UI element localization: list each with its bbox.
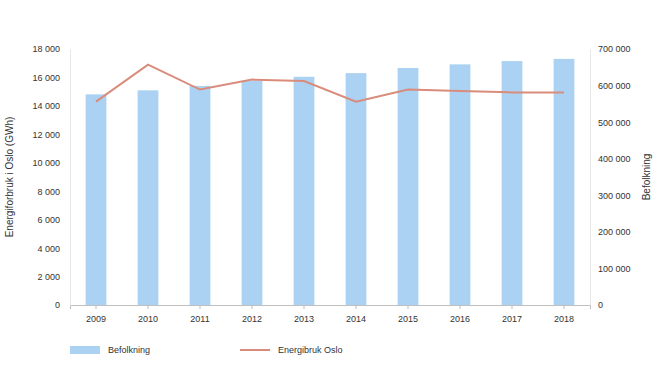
bar <box>242 81 263 305</box>
tick-label: 10 000 <box>32 158 60 168</box>
tick-label: 2011 <box>190 314 209 324</box>
tick-label: 400 000 <box>598 154 631 164</box>
tick: 10 000 <box>32 158 70 168</box>
axis-title: Energiforbruk i Oslo (GWh) <box>4 117 15 238</box>
tick-label: 0 <box>598 300 603 310</box>
tick: 6 000 <box>37 215 70 225</box>
tick-label: 2018 <box>554 314 574 324</box>
tick-label: 600 000 <box>598 81 631 91</box>
tick: 16 000 <box>32 73 70 83</box>
tick: 2018 <box>554 305 574 324</box>
tick-mark <box>564 305 565 309</box>
tick-label: 2010 <box>138 314 158 324</box>
tick-label: 2 000 <box>37 272 60 282</box>
bar <box>138 90 159 305</box>
tick: 2014 <box>346 305 366 324</box>
tick: 300 000 <box>590 191 631 201</box>
bar <box>294 77 315 305</box>
tick: 2012 <box>242 305 262 324</box>
tick-mark <box>200 305 201 309</box>
tick: 14 000 <box>32 101 70 111</box>
legend-swatch <box>70 346 100 354</box>
tick-label: 700 000 <box>598 44 631 54</box>
tick: 2010 <box>138 305 158 324</box>
tick-mark <box>252 305 253 309</box>
legend-swatch <box>240 349 270 351</box>
tick-mark <box>512 305 513 309</box>
tick-label: 16 000 <box>32 73 60 83</box>
tick: 2013 <box>294 305 314 324</box>
axis-title: Befolkning <box>641 154 652 201</box>
tick-label: 4 000 <box>37 243 60 253</box>
tick-label: 2017 <box>502 314 522 324</box>
bar <box>554 59 575 305</box>
plot: 2009 2010 2011 2012 2013 2014 2015 2016 2017 2018… <box>32 44 630 324</box>
tick-label: 0 <box>55 300 60 310</box>
y-axis: 0 2 000 4 000 6 000 8 000 10 000 12 000 14 000 1… <box>32 44 70 310</box>
tick: 0 <box>590 300 603 310</box>
tick-label: 200 000 <box>598 227 631 237</box>
tick: 18 000 <box>32 44 70 54</box>
axis-line <box>70 50 71 306</box>
bar <box>450 64 471 305</box>
legend-label: Energibruk Oslo <box>278 345 343 355</box>
tick-mark <box>460 305 461 309</box>
legend: Befolkning Energibruk Oslo <box>70 345 343 355</box>
tick: 8 000 <box>37 187 70 197</box>
tick-label: 8 000 <box>37 187 60 197</box>
bar <box>86 94 107 305</box>
tick-label: 100 000 <box>598 264 631 274</box>
tick: 100 000 <box>590 264 631 274</box>
tick: 400 000 <box>590 154 631 164</box>
tick-mark <box>96 305 97 309</box>
legend-item: Energibruk Oslo <box>240 345 343 355</box>
tick-label: 2016 <box>450 314 470 324</box>
tick-label: 300 000 <box>598 191 631 201</box>
marks <box>86 59 575 305</box>
tick: 200 000 <box>590 227 631 237</box>
tick: 500 000 <box>590 118 631 128</box>
tick-mark <box>356 305 357 309</box>
tick: 2 000 <box>37 272 70 282</box>
bar <box>346 73 367 305</box>
tick-mark <box>148 305 149 309</box>
legend-label: Befolkning <box>108 345 150 355</box>
tick-label: 2015 <box>398 314 418 324</box>
tick: 2016 <box>450 305 470 324</box>
tick-label: 2012 <box>242 314 262 324</box>
tick: 4 000 <box>37 243 70 253</box>
chart: 2009 2010 2011 2012 2013 2014 2015 2016 2017 2018… <box>0 0 658 370</box>
tick-label: 14 000 <box>32 101 60 111</box>
tick-label: 12 000 <box>32 130 60 140</box>
tick: 600 000 <box>590 81 631 91</box>
tick: 2011 <box>190 305 209 324</box>
tick: 2017 <box>502 305 522 324</box>
y2-axis: 0 100 000 200 000 300 000 400 000 500 000 600 … <box>590 44 631 310</box>
tick-label: 6 000 <box>37 215 60 225</box>
tick: 12 000 <box>32 130 70 140</box>
tick-label: 18 000 <box>32 44 60 54</box>
tick-mark <box>304 305 305 309</box>
tick: 2009 <box>86 305 106 324</box>
tick-label: 500 000 <box>598 118 631 128</box>
axis-line <box>590 50 591 306</box>
tick: 2015 <box>398 305 418 324</box>
tick-mark <box>408 305 409 309</box>
tick: 0 <box>55 300 70 310</box>
legend-item: Befolkning <box>70 345 150 355</box>
bar <box>190 86 211 305</box>
line <box>96 65 564 102</box>
axis-line <box>71 306 591 310</box>
bar <box>398 68 419 305</box>
bar <box>502 61 523 305</box>
tick-label: 2009 <box>86 314 106 324</box>
tick-label: 2013 <box>294 314 314 324</box>
tick: 700 000 <box>590 44 631 54</box>
tick-label: 2014 <box>346 314 366 324</box>
x-axis: 2009 2010 2011 2012 2013 2014 2015 2016 2017 2018 <box>71 305 591 324</box>
